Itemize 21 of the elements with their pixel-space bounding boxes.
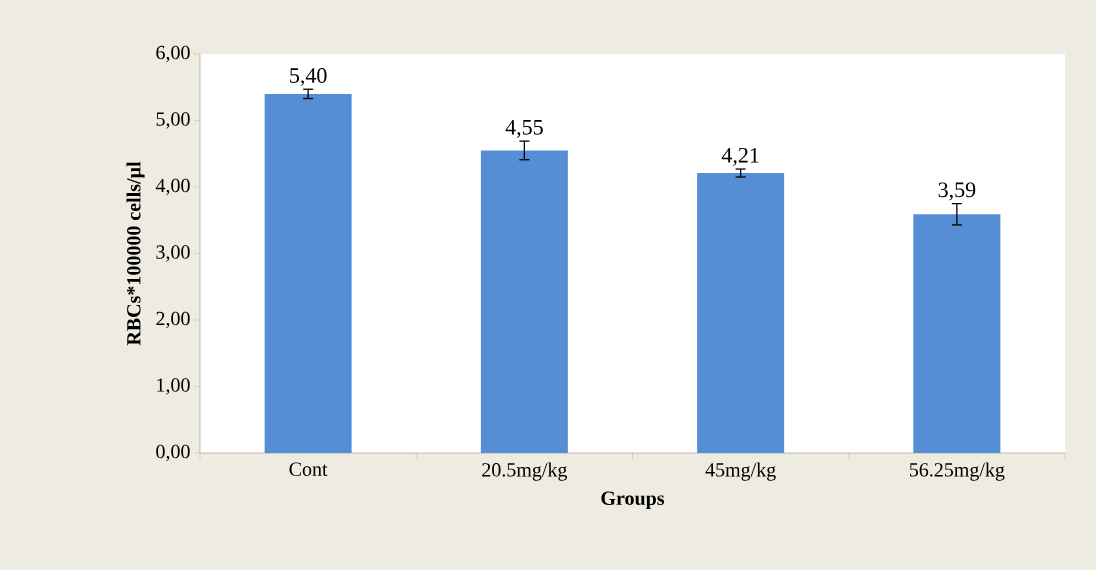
y-tick-label: 5,00 <box>156 112 190 129</box>
x-tick-label: 56.25mg/kg <box>909 462 1005 481</box>
y-tick-label: 0,00 <box>156 444 190 462</box>
y-tick-label: 4,00 <box>155 178 190 196</box>
data-label: 4,21 <box>721 147 759 166</box>
bar <box>913 214 1001 453</box>
x-axis-title: Groups <box>601 491 665 510</box>
bar <box>264 93 352 453</box>
y-tick-label: 2,00 <box>156 311 190 329</box>
y-tick-label: 1,00 <box>157 378 190 395</box>
y-axis-title: RBCs*100000 cells/µl <box>126 161 145 346</box>
data-label: 4,55 <box>505 120 543 138</box>
bar <box>697 173 785 453</box>
bar <box>480 150 568 453</box>
data-label: 3,59 <box>938 182 976 201</box>
x-tick-label: 45mg/kg <box>705 462 776 481</box>
data-label: 5,40 <box>290 68 327 87</box>
x-tick-label: 20.5mg/kg <box>482 462 568 481</box>
y-tick-label: 3,00 <box>156 245 190 262</box>
y-tick-label: 6,00 <box>156 45 190 63</box>
x-tick-label: Cont <box>289 462 328 476</box>
